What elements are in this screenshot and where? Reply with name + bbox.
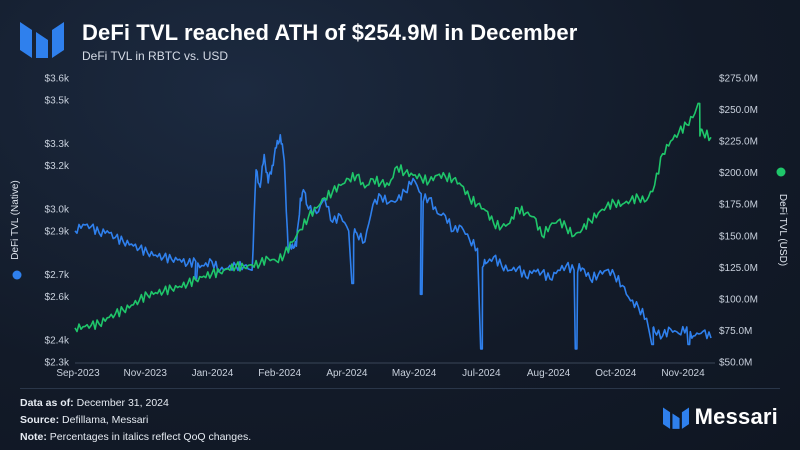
data-as-of-value: December 31, 2024 <box>76 397 169 409</box>
source-label: Source: <box>20 414 60 426</box>
tvl-chart: $2.3k $2.4k $2.6k $2.7k $2.9k $3.0k $3.2k $3.3k… <box>10 74 788 380</box>
chart-area: $2.3k $2.4k $2.6k $2.7k $2.9k $3.0k $3.2k $3.3k… <box>0 66 800 386</box>
page-title: DeFi TVL reached ATH of $254.9M in Decem… <box>82 20 578 45</box>
right-tick-label: $75.0M <box>719 326 752 337</box>
x-tick-label: Jul-2024 <box>462 368 501 379</box>
x-tick-label: Nov-2024 <box>661 368 705 379</box>
header: DeFi TVL reached ATH of $254.9M in Decem… <box>20 14 780 64</box>
right-tick-label: $200.0M <box>719 168 758 179</box>
left-tick-label: $2.7k <box>45 270 70 281</box>
right-tick-label: $150.0M <box>719 231 758 242</box>
right-tick-label: $175.0M <box>719 200 758 211</box>
x-tick-label: May-2024 <box>392 368 437 379</box>
series-line-defi-tvl-usd <box>74 102 712 333</box>
footer-divider <box>20 388 780 389</box>
messari-logo-icon <box>20 22 64 58</box>
x-tick-label: Jan-2024 <box>192 368 234 379</box>
left-tick-label: $2.4k <box>45 336 70 347</box>
brand: Messari <box>662 404 778 429</box>
right-tick-label: $100.0M <box>719 294 758 305</box>
page-subtitle: DeFi TVL in RBTC vs. USD <box>82 49 229 63</box>
x-tick-label: Feb-2024 <box>258 368 301 379</box>
left-axis-title: DeFi TVL (Native) <box>10 180 21 259</box>
data-as-of-line: Data as of: December 31, 2024 <box>20 395 251 412</box>
x-tick-label: Oct-2024 <box>595 368 637 379</box>
messari-brand-icon <box>662 407 689 429</box>
data-as-of-label: Data as of: <box>20 397 74 409</box>
x-tick-label: Aug-2024 <box>527 368 571 379</box>
left-tick-label: $3.6k <box>45 74 70 85</box>
right-tick-label: $125.0M <box>719 263 758 274</box>
note-value: Percentages in italics reflect QoQ chang… <box>49 431 252 443</box>
left-tick-label: $2.6k <box>45 292 70 303</box>
right-tick-label: $225.0M <box>719 137 758 148</box>
source-value: Defillama, Messari <box>62 414 149 426</box>
left-legend-dot <box>12 270 22 280</box>
x-tick-label: Nov-2023 <box>124 368 168 379</box>
note-label: Note: <box>20 431 47 443</box>
source-line: Source: Defillama, Messari <box>20 412 251 429</box>
footer-notes: Data as of: December 31, 2024 Source: De… <box>20 395 251 446</box>
left-tick-label: $3.0k <box>45 205 70 216</box>
right-tick-label: $50.0M <box>719 358 752 369</box>
left-tick-label: $3.5k <box>45 95 70 106</box>
x-tick-label: Apr-2024 <box>326 368 368 379</box>
left-tick-label: $2.3k <box>45 358 70 369</box>
right-tick-label: $275.0M <box>719 74 758 85</box>
right-tick-label: $250.0M <box>719 105 758 116</box>
brand-name: Messari <box>694 404 778 429</box>
x-tick-label: Sep-2023 <box>56 368 100 379</box>
note-line: Note: Percentages in italics reflect QoQ… <box>20 429 251 446</box>
right-axis-title: DeFi TVL (USD) <box>777 194 788 266</box>
series-line-defi-tvl-native <box>74 134 712 350</box>
left-tick-label: $3.2k <box>45 161 70 172</box>
right-legend-dot <box>776 167 786 177</box>
left-tick-label: $3.3k <box>45 139 70 150</box>
left-tick-label: $2.9k <box>45 226 70 237</box>
